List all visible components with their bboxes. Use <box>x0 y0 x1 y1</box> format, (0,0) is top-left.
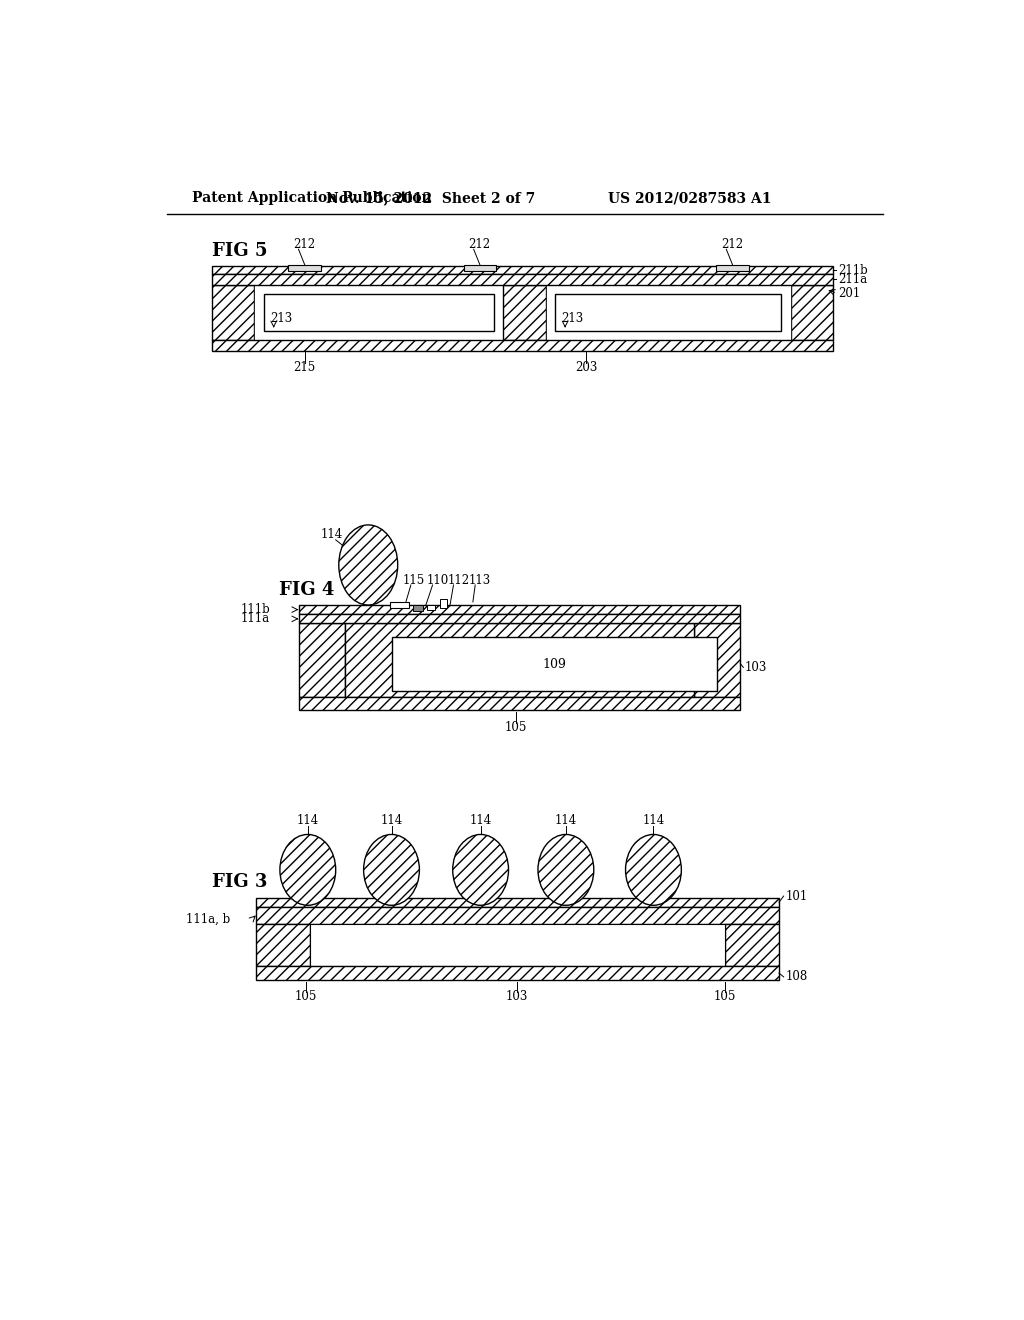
Text: 215: 215 <box>294 362 315 375</box>
Bar <box>791 285 834 341</box>
Bar <box>212 285 254 341</box>
Text: 105: 105 <box>504 721 526 734</box>
Bar <box>256 966 779 979</box>
Text: 212: 212 <box>293 238 315 251</box>
Bar <box>254 285 503 341</box>
Bar <box>503 285 546 341</box>
Ellipse shape <box>280 834 336 906</box>
Bar <box>439 599 447 609</box>
Text: 212: 212 <box>468 238 490 251</box>
Text: 101: 101 <box>785 890 808 903</box>
Bar <box>716 264 749 271</box>
Text: FIG 4: FIG 4 <box>280 581 335 598</box>
Text: Patent Application Publication: Patent Application Publication <box>191 191 431 206</box>
Bar <box>555 294 781 331</box>
Text: 111a, b: 111a, b <box>186 912 230 925</box>
Ellipse shape <box>453 834 509 906</box>
Text: 211a: 211a <box>838 273 867 286</box>
Bar <box>256 898 779 907</box>
Text: 111a: 111a <box>241 612 269 626</box>
Bar <box>212 267 834 275</box>
Ellipse shape <box>364 834 420 906</box>
Text: 203: 203 <box>574 362 597 375</box>
Text: 211b: 211b <box>838 264 867 277</box>
Text: 212: 212 <box>721 238 743 251</box>
Text: 213: 213 <box>270 312 292 325</box>
Text: 109: 109 <box>543 657 566 671</box>
Bar <box>725 924 779 966</box>
Bar <box>256 924 310 966</box>
Text: 112: 112 <box>395 867 418 880</box>
Text: 114: 114 <box>555 814 577 828</box>
Text: 105: 105 <box>295 990 317 1003</box>
Text: 114: 114 <box>642 814 665 828</box>
Text: 112: 112 <box>449 574 470 587</box>
Text: 110: 110 <box>657 867 680 880</box>
Bar <box>263 294 494 331</box>
Bar <box>391 638 717 692</box>
Text: 111b: 111b <box>241 603 270 616</box>
Text: 103: 103 <box>744 661 767 675</box>
Text: FIG 5: FIG 5 <box>212 242 267 260</box>
Text: US 2012/0287583 A1: US 2012/0287583 A1 <box>608 191 772 206</box>
Text: 114: 114 <box>380 814 402 828</box>
Bar <box>299 623 345 697</box>
Bar <box>299 614 740 623</box>
Bar <box>345 623 693 697</box>
Text: 103: 103 <box>506 990 528 1003</box>
Bar <box>464 264 496 271</box>
Bar <box>693 623 740 697</box>
Ellipse shape <box>538 834 594 906</box>
Text: FIG 3: FIG 3 <box>212 874 267 891</box>
Text: 114: 114 <box>469 814 492 828</box>
Bar <box>546 285 791 341</box>
Text: 110: 110 <box>426 574 449 587</box>
Text: 105: 105 <box>714 990 736 1003</box>
Text: Nov. 15, 2012  Sheet 2 of 7: Nov. 15, 2012 Sheet 2 of 7 <box>326 191 535 206</box>
Bar <box>212 275 834 285</box>
Text: 109: 109 <box>484 870 507 883</box>
Ellipse shape <box>339 525 397 605</box>
Ellipse shape <box>626 834 681 906</box>
Text: 115: 115 <box>403 574 425 587</box>
Bar <box>310 924 725 966</box>
Text: 108: 108 <box>785 970 808 983</box>
Bar <box>299 605 740 614</box>
Text: 113: 113 <box>469 574 492 587</box>
Bar <box>299 697 740 710</box>
Bar <box>289 264 321 271</box>
Bar <box>414 605 423 611</box>
Bar <box>427 605 435 610</box>
Bar <box>390 602 409 609</box>
Text: 213: 213 <box>561 312 584 325</box>
Text: 114: 114 <box>297 814 318 828</box>
Text: 114: 114 <box>321 528 342 541</box>
Bar <box>212 341 834 351</box>
Bar <box>256 907 779 924</box>
Text: 201: 201 <box>838 286 860 300</box>
